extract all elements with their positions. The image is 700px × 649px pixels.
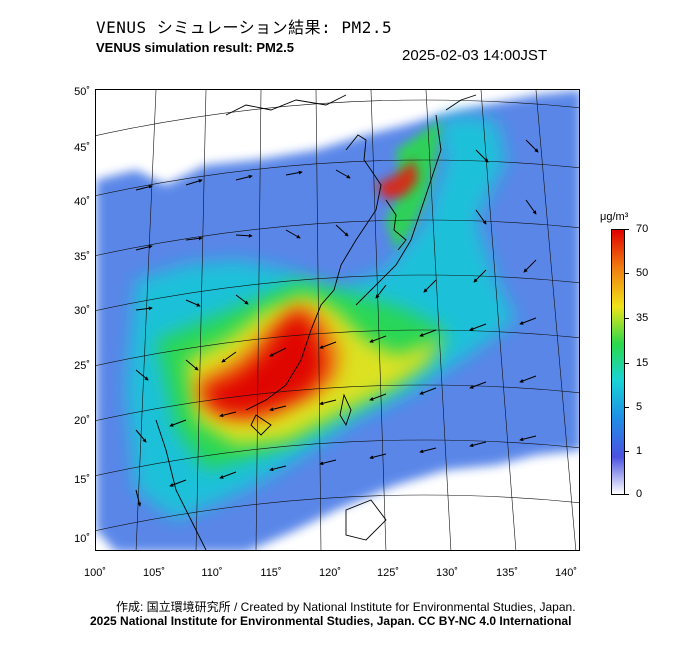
- lon-label: 125˚: [376, 567, 400, 579]
- lat-label: 35˚: [74, 251, 90, 263]
- lon-label: 130˚: [435, 567, 459, 579]
- colorbar-tick-label: 1: [636, 445, 643, 457]
- wind-arrow: [135, 306, 153, 311]
- copyright-line: 2025 National Institute for Environmenta…: [90, 614, 572, 628]
- wind-arrow: [419, 329, 437, 337]
- lon-label: 105˚: [142, 567, 166, 579]
- wind-arrow: [221, 351, 237, 363]
- lat-label: 30˚: [74, 305, 90, 317]
- colorbar-tick-mark: [624, 363, 629, 364]
- lon-label: 135˚: [495, 567, 519, 579]
- wind-arrow: [135, 369, 149, 381]
- colorbar-tick-label: 50: [636, 267, 649, 279]
- lon-label: 115˚: [260, 567, 282, 579]
- colorbar-tick-label: 0: [636, 488, 643, 500]
- wind-arrow: [419, 387, 437, 395]
- wind-arrow: [475, 209, 487, 225]
- colorbar-tick-mark: [624, 318, 629, 319]
- wind-arrow: [219, 471, 237, 479]
- wind-arrow: [523, 259, 537, 273]
- title-jp: VENUS シミュレーション結果: PM2.5: [96, 18, 393, 37]
- wind-arrow: [235, 294, 249, 305]
- lat-label: 50˚: [74, 86, 90, 98]
- wind-arrow: [285, 170, 303, 176]
- lon-label: 110˚: [201, 567, 223, 579]
- wind-arrow: [135, 429, 147, 443]
- wind-arrow: [185, 236, 203, 241]
- wind-arrow: [185, 179, 203, 186]
- wind-arrow: [519, 435, 537, 442]
- wind-arrow: [319, 459, 337, 466]
- colorbar-tick-mark: [624, 494, 629, 495]
- wind-arrow: [525, 199, 537, 215]
- field-red-japan: [376, 160, 418, 200]
- wind-arrow: [135, 244, 153, 251]
- map-frame: [95, 89, 580, 551]
- wind-arrow: [269, 347, 287, 357]
- wind-arrow: [419, 447, 437, 454]
- lat-label: 40˚: [74, 196, 90, 208]
- wind-arrow: [335, 169, 351, 179]
- colorbar-tick-mark: [624, 451, 629, 452]
- lon-label: 120˚: [318, 567, 342, 579]
- wind-arrow: [525, 139, 539, 153]
- wind-arrow: [423, 279, 437, 293]
- wind-arrow: [319, 341, 337, 349]
- lat-label: 10˚: [74, 533, 90, 545]
- colorbar-tick-label: 70: [636, 223, 649, 235]
- pm25-field: [96, 90, 579, 550]
- colorbar-tick-label: 5: [636, 401, 643, 413]
- wind-arrow: [219, 411, 237, 418]
- wind-arrow: [335, 224, 349, 237]
- lat-label: 15˚: [74, 474, 90, 486]
- wind-arrow: [235, 233, 253, 238]
- wind-arrow: [319, 399, 337, 406]
- wind-arrow: [519, 375, 537, 383]
- colorbar: [611, 229, 625, 495]
- wind-arrow: [519, 317, 537, 325]
- wind-arrow: [469, 323, 487, 331]
- lat-label: 25˚: [74, 360, 90, 372]
- wind-arrow: [473, 269, 487, 283]
- lat-label: 20˚: [74, 415, 90, 427]
- wind-arrow: [369, 393, 387, 401]
- field-red: [201, 310, 326, 415]
- wind-arrow: [469, 441, 487, 448]
- wind-arrow: [475, 149, 489, 163]
- wind-arrow: [135, 489, 142, 507]
- wind-vectors: [135, 139, 539, 507]
- wind-arrow: [135, 184, 153, 191]
- wind-arrow: [169, 419, 187, 427]
- wind-arrow: [285, 229, 301, 239]
- lat-label: 45˚: [74, 142, 90, 154]
- wind-arrow: [185, 299, 201, 307]
- colorbar-unit: μg/m³: [600, 211, 629, 223]
- coastlines: [155, 94, 477, 550]
- title-en: VENUS simulation result: PM2.5: [96, 40, 294, 55]
- colorbar-tick-mark: [624, 407, 629, 408]
- wind-arrow: [469, 381, 487, 389]
- wind-arrow: [269, 405, 287, 412]
- colorbar-tick-mark: [624, 273, 629, 274]
- wind-arrow: [369, 453, 387, 460]
- wind-arrow: [235, 174, 253, 181]
- lon-label: 140˚: [554, 567, 578, 579]
- wind-arrow: [375, 284, 387, 299]
- wind-arrow: [169, 479, 187, 487]
- lon-label: 100˚: [83, 567, 107, 579]
- colorbar-tick-label: 15: [636, 357, 649, 369]
- wind-arrow: [369, 335, 387, 343]
- wind-arrow: [269, 465, 287, 472]
- timestamp: 2025-02-03 14:00JST: [402, 47, 548, 64]
- colorbar-tick-mark: [624, 229, 629, 230]
- colorbar-tick-label: 35: [636, 312, 649, 324]
- credit-line: 作成: 国立環境研究所 / Created by National Instit…: [116, 600, 576, 614]
- wind-arrow: [185, 359, 199, 371]
- map-svg: [96, 90, 579, 550]
